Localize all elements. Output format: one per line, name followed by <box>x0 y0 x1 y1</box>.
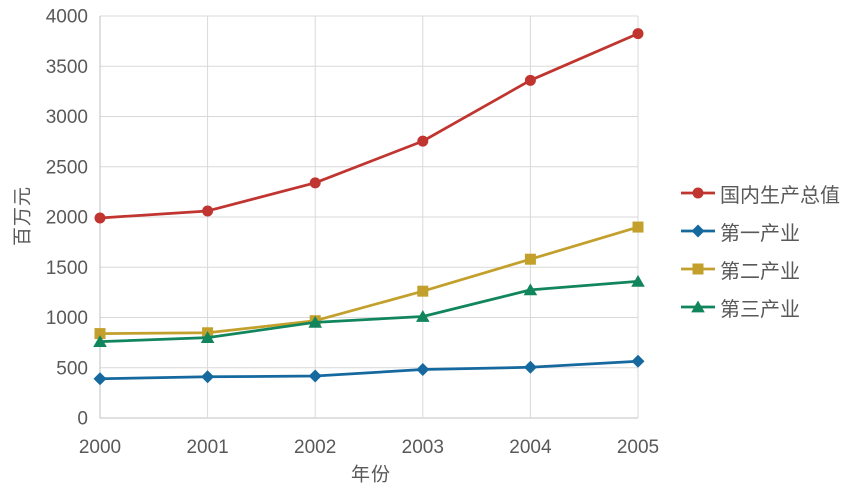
marker-secondary-industry <box>417 285 429 297</box>
marker-tertiary-industry <box>631 274 645 287</box>
x-axis-title: 年份 <box>350 464 392 486</box>
marker-gdp <box>632 28 644 40</box>
legend-swatch-secondary-industry <box>681 263 715 275</box>
marker-gdp <box>94 212 106 224</box>
y-tick-label: 1000 <box>46 308 88 329</box>
legend-item-tertiary-industry: 第三产业 <box>681 294 840 321</box>
marker-gdp <box>417 135 429 147</box>
y-tick-label: 3500 <box>46 57 88 78</box>
y-axis-title: 百万元 <box>12 185 34 247</box>
series-line-gdp <box>98 32 640 220</box>
marker-tertiary-industry <box>200 331 215 343</box>
marker-tertiary-industry <box>523 283 538 296</box>
y-tick-label: 3000 <box>46 107 88 128</box>
series-line-primary-industry <box>98 359 640 381</box>
legend-label-primary-industry: 第一产业 <box>720 222 800 245</box>
legend: 国内生产总值 第一产业第二产业第三产业 <box>681 180 840 321</box>
legend-label-tertiary-industry: 第三产业 <box>720 298 800 321</box>
marker-secondary-industry <box>632 221 644 233</box>
legend-item-gdp: 国内生产总值 <box>681 180 840 207</box>
x-tick-label: 2002 <box>294 437 336 458</box>
marker-gdp <box>202 205 214 217</box>
legend-label-secondary-industry: 第二产业 <box>720 260 800 283</box>
legend-marker-gdp <box>692 187 704 199</box>
marker-primary-industry <box>523 360 537 374</box>
marker-primary-industry <box>201 370 215 384</box>
y-tick-label: 2000 <box>46 208 88 229</box>
legend-marker-primary-industry <box>691 224 705 238</box>
x-tick-label: 2005 <box>617 437 659 458</box>
legend-swatch-primary-industry <box>681 224 715 238</box>
series-gdp <box>94 28 644 224</box>
y-tick-label: 4000 <box>46 7 88 28</box>
marker-primary-industry <box>631 354 645 368</box>
legend-item-primary-industry: 第一产业 <box>681 218 840 245</box>
legend-swatch-gdp <box>681 187 715 199</box>
y-tick-label: 500 <box>56 358 88 379</box>
x-tick-label: 2003 <box>402 437 444 458</box>
legend-marker-tertiary-industry <box>691 300 705 313</box>
series-primary-industry <box>93 354 645 386</box>
marker-secondary-industry <box>94 328 106 340</box>
marker-primary-industry <box>93 372 107 386</box>
marker-gdp <box>524 74 536 86</box>
x-tick-label: 2001 <box>186 437 228 458</box>
marker-primary-industry <box>416 363 430 377</box>
series-line-tertiary-industry <box>98 279 640 343</box>
x-tick-label: 2004 <box>509 437 552 458</box>
marker-secondary-industry <box>524 253 536 265</box>
y-tick-label: 2500 <box>46 157 88 178</box>
x-tick-label: 2000 <box>79 437 121 458</box>
marker-tertiary-industry <box>93 335 107 348</box>
marker-tertiary-industry <box>308 315 322 328</box>
y-tick-label: 1500 <box>46 258 88 279</box>
series-line-secondary-industry <box>98 225 640 335</box>
series-tertiary-industry <box>93 274 645 348</box>
legend-swatch-tertiary-industry <box>681 300 715 313</box>
marker-tertiary-industry <box>416 309 430 322</box>
marker-gdp <box>309 177 321 189</box>
y-tick-label: 0 <box>77 409 88 430</box>
series-secondary-industry <box>94 221 644 340</box>
marker-primary-industry <box>308 369 322 383</box>
legend-marker-secondary-industry <box>692 263 704 275</box>
legend-label-gdp: 国内生产总值 <box>720 184 840 207</box>
legend-item-secondary-industry: 第二产业 <box>681 256 840 283</box>
